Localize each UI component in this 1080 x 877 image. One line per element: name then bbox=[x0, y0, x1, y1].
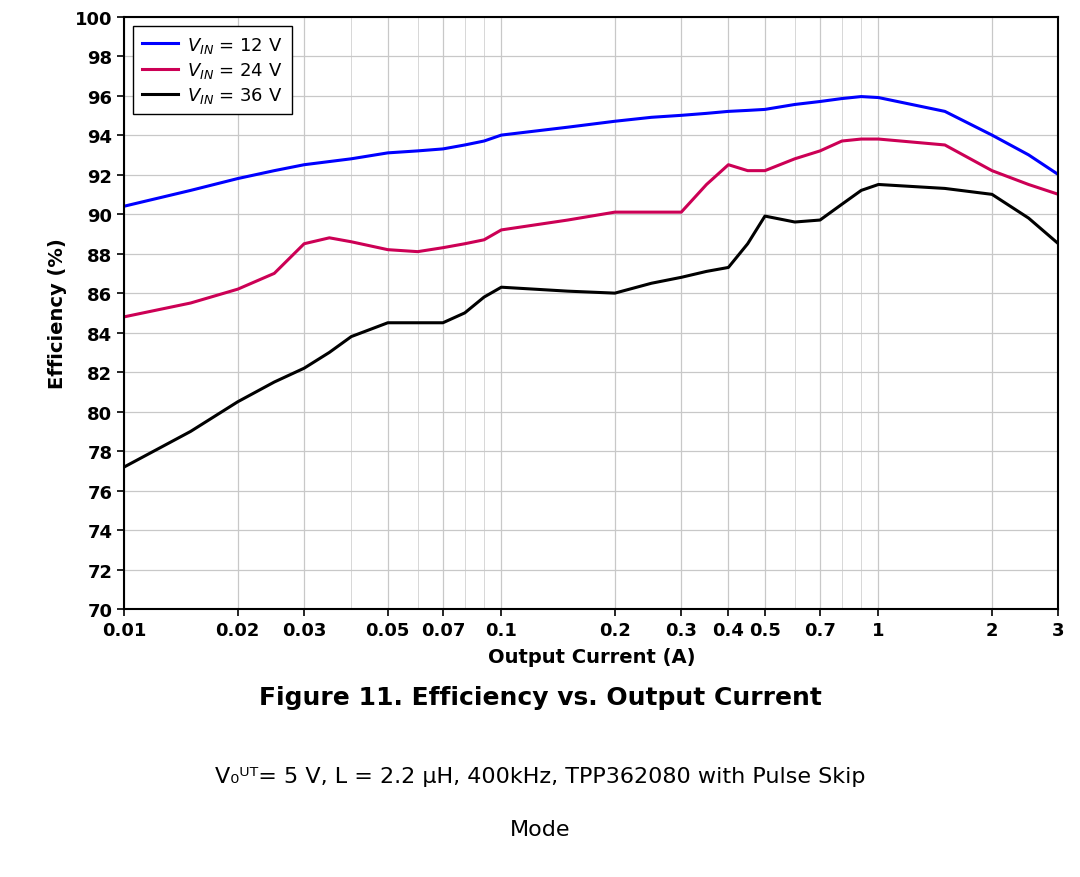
$V_{IN}$ = 36 V bbox=[118, 462, 131, 473]
$V_{IN}$ = 24 V bbox=[184, 298, 197, 309]
$V_{IN}$ = 24 V bbox=[741, 167, 754, 177]
$V_{IN}$ = 12 V bbox=[477, 137, 490, 147]
$V_{IN}$ = 24 V bbox=[345, 238, 357, 248]
$V_{IN}$ = 24 V bbox=[477, 235, 490, 246]
$V_{IN}$ = 24 V bbox=[436, 243, 449, 253]
$V_{IN}$ = 36 V bbox=[721, 263, 734, 274]
$V_{IN}$ = 36 V bbox=[608, 289, 621, 299]
$V_{IN}$ = 12 V bbox=[939, 107, 951, 118]
$V_{IN}$ = 12 V bbox=[1022, 150, 1035, 160]
$V_{IN}$ = 12 V bbox=[381, 148, 394, 159]
$V_{IN}$ = 24 V bbox=[495, 225, 508, 236]
$V_{IN}$ = 24 V bbox=[118, 312, 131, 323]
$V_{IN}$ = 24 V bbox=[1052, 190, 1065, 201]
$V_{IN}$ = 12 V bbox=[700, 109, 713, 119]
$V_{IN}$ = 12 V bbox=[741, 106, 754, 117]
$V_{IN}$ = 24 V bbox=[381, 245, 394, 256]
$V_{IN}$ = 36 V bbox=[675, 273, 688, 283]
$V_{IN}$ = 36 V bbox=[854, 186, 867, 196]
$V_{IN}$ = 24 V bbox=[872, 135, 885, 146]
$V_{IN}$ = 12 V bbox=[986, 131, 999, 141]
$V_{IN}$ = 36 V bbox=[700, 267, 713, 277]
$V_{IN}$ = 36 V bbox=[872, 180, 885, 190]
$V_{IN}$ = 12 V bbox=[1052, 170, 1065, 181]
$V_{IN}$ = 12 V bbox=[411, 146, 424, 157]
$V_{IN}$ = 36 V bbox=[1022, 214, 1035, 225]
$V_{IN}$ = 12 V bbox=[758, 105, 771, 116]
$V_{IN}$ = 24 V bbox=[939, 140, 951, 151]
$V_{IN}$ = 12 V bbox=[788, 100, 801, 111]
$V_{IN}$ = 24 V bbox=[298, 239, 311, 250]
Legend: $V_{IN}$ = 12 V, $V_{IN}$ = 24 V, $V_{IN}$ = 36 V: $V_{IN}$ = 12 V, $V_{IN}$ = 24 V, $V_{IN… bbox=[133, 26, 292, 116]
$V_{IN}$ = 36 V bbox=[986, 190, 999, 201]
$V_{IN}$ = 36 V bbox=[477, 293, 490, 303]
$V_{IN}$ = 36 V bbox=[345, 332, 357, 343]
$V_{IN}$ = 12 V bbox=[184, 186, 197, 196]
$V_{IN}$ = 24 V bbox=[758, 167, 771, 177]
$V_{IN}$ = 36 V bbox=[268, 377, 281, 388]
$V_{IN}$ = 24 V bbox=[1022, 180, 1035, 190]
$V_{IN}$ = 24 V bbox=[608, 208, 621, 218]
$V_{IN}$ = 12 V bbox=[813, 97, 826, 108]
$V_{IN}$ = 24 V bbox=[458, 239, 471, 250]
$V_{IN}$ = 24 V bbox=[986, 167, 999, 177]
$V_{IN}$ = 12 V bbox=[436, 145, 449, 155]
$V_{IN}$ = 24 V bbox=[700, 180, 713, 190]
$V_{IN}$ = 24 V bbox=[675, 208, 688, 218]
Line: $V_{IN}$ = 36 V: $V_{IN}$ = 36 V bbox=[124, 185, 1058, 467]
$V_{IN}$ = 36 V bbox=[381, 318, 394, 329]
$V_{IN}$ = 24 V bbox=[721, 160, 734, 171]
$V_{IN}$ = 24 V bbox=[645, 208, 658, 218]
$V_{IN}$ = 12 V bbox=[458, 140, 471, 151]
$V_{IN}$ = 12 V bbox=[268, 167, 281, 177]
$V_{IN}$ = 12 V bbox=[495, 131, 508, 141]
$V_{IN}$ = 24 V bbox=[854, 135, 867, 146]
$V_{IN}$ = 36 V bbox=[645, 279, 658, 289]
$V_{IN}$ = 36 V bbox=[323, 348, 336, 359]
$V_{IN}$ = 36 V bbox=[458, 308, 471, 318]
$V_{IN}$ = 24 V bbox=[562, 216, 575, 226]
$V_{IN}$ = 24 V bbox=[231, 284, 244, 295]
$V_{IN}$ = 12 V bbox=[562, 123, 575, 133]
$V_{IN}$ = 36 V bbox=[495, 282, 508, 293]
$V_{IN}$ = 12 V bbox=[836, 94, 849, 104]
X-axis label: Output Current (A): Output Current (A) bbox=[487, 647, 696, 667]
$V_{IN}$ = 36 V bbox=[939, 184, 951, 195]
$V_{IN}$ = 12 V bbox=[645, 113, 658, 124]
$V_{IN}$ = 36 V bbox=[836, 200, 849, 210]
Text: Figure 11. Efficiency vs. Output Current: Figure 11. Efficiency vs. Output Current bbox=[258, 685, 822, 709]
$V_{IN}$ = 24 V bbox=[788, 154, 801, 165]
$V_{IN}$ = 36 V bbox=[298, 363, 311, 374]
$V_{IN}$ = 24 V bbox=[268, 269, 281, 280]
$V_{IN}$ = 36 V bbox=[813, 216, 826, 226]
$V_{IN}$ = 12 V bbox=[872, 93, 885, 103]
$V_{IN}$ = 36 V bbox=[411, 318, 424, 329]
Line: $V_{IN}$ = 24 V: $V_{IN}$ = 24 V bbox=[124, 140, 1058, 317]
$V_{IN}$ = 36 V bbox=[758, 211, 771, 222]
$V_{IN}$ = 24 V bbox=[323, 233, 336, 244]
$V_{IN}$ = 24 V bbox=[813, 146, 826, 157]
$V_{IN}$ = 36 V bbox=[741, 239, 754, 250]
$V_{IN}$ = 12 V bbox=[298, 160, 311, 171]
$V_{IN}$ = 36 V bbox=[562, 287, 575, 297]
Line: $V_{IN}$ = 12 V: $V_{IN}$ = 12 V bbox=[124, 97, 1058, 207]
Y-axis label: Efficiency (%): Efficiency (%) bbox=[48, 239, 67, 389]
$V_{IN}$ = 36 V bbox=[1052, 239, 1065, 250]
$V_{IN}$ = 36 V bbox=[184, 427, 197, 438]
Text: Mode: Mode bbox=[510, 819, 570, 838]
$V_{IN}$ = 36 V bbox=[788, 217, 801, 228]
$V_{IN}$ = 12 V bbox=[854, 92, 867, 103]
$V_{IN}$ = 24 V bbox=[411, 247, 424, 258]
Text: V₀ᵁᵀ= 5 V, L = 2.2 μH, 400kHz, TPP362080 with Pulse Skip: V₀ᵁᵀ= 5 V, L = 2.2 μH, 400kHz, TPP362080… bbox=[215, 766, 865, 786]
$V_{IN}$ = 36 V bbox=[231, 397, 244, 408]
$V_{IN}$ = 36 V bbox=[436, 318, 449, 329]
$V_{IN}$ = 12 V bbox=[721, 107, 734, 118]
$V_{IN}$ = 24 V bbox=[836, 137, 849, 147]
$V_{IN}$ = 12 V bbox=[118, 202, 131, 212]
$V_{IN}$ = 12 V bbox=[608, 117, 621, 127]
$V_{IN}$ = 12 V bbox=[345, 154, 357, 165]
$V_{IN}$ = 12 V bbox=[231, 174, 244, 185]
$V_{IN}$ = 12 V bbox=[675, 111, 688, 122]
